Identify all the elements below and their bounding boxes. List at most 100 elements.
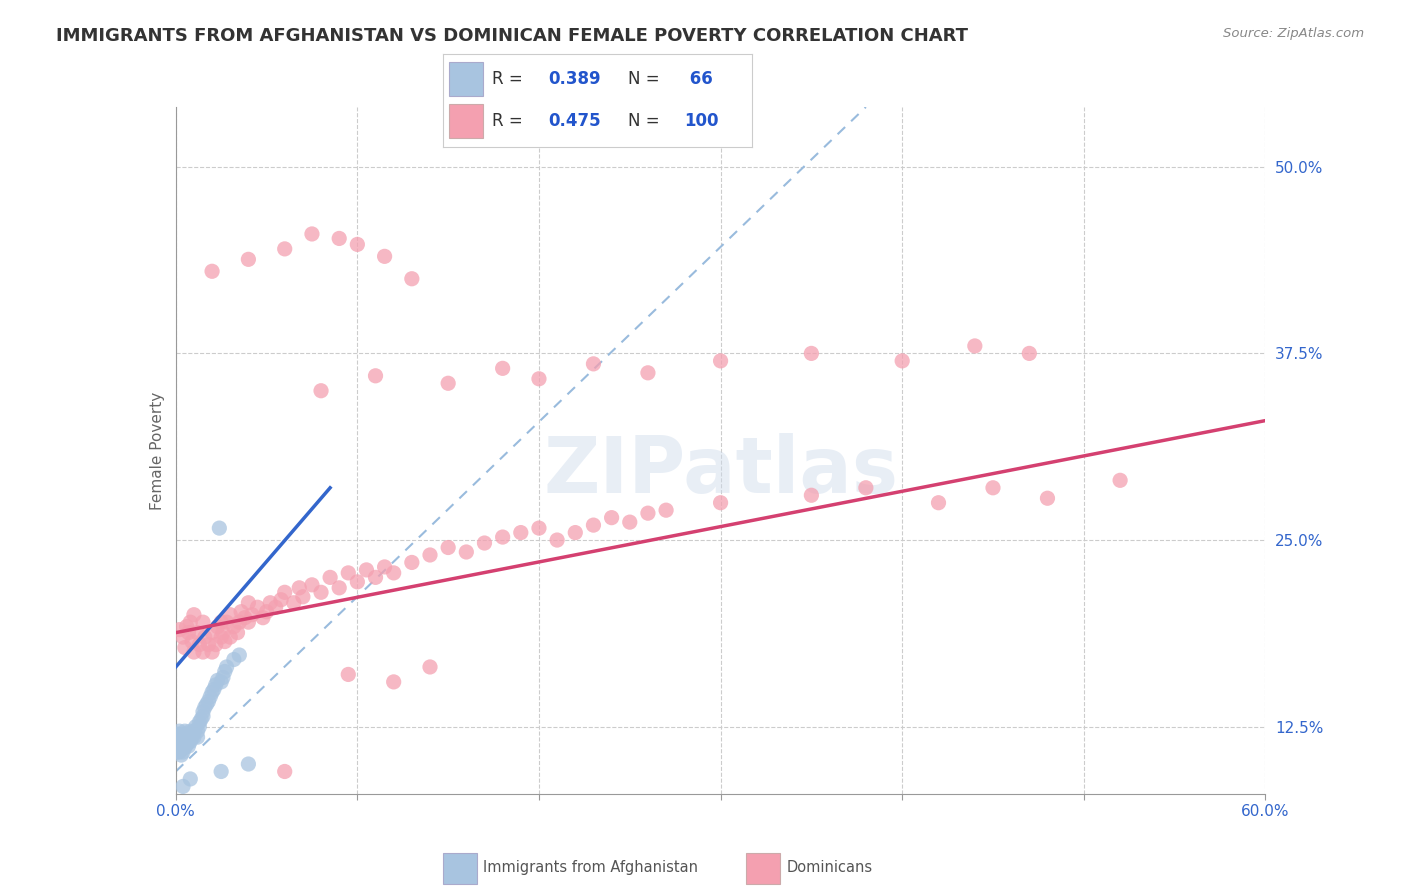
Point [437,541,460,555]
Point [169,623,191,637]
Point [456,545,478,559]
Point [176,738,198,752]
Point [208,521,231,535]
Point [173,736,195,750]
Point [419,548,441,562]
Point [226,625,249,640]
Point [219,630,242,644]
Point [337,566,360,580]
Point [166,730,188,744]
Point [238,757,260,772]
Point [170,747,193,762]
Point [219,607,242,622]
Point [169,724,191,739]
Point [200,690,222,704]
Point [963,339,986,353]
Point [346,237,368,252]
Point [201,625,224,640]
Point [655,503,678,517]
Point [183,607,205,622]
Point [173,730,195,744]
Point [170,734,193,748]
Point [166,739,188,753]
Point [209,674,232,689]
Point [172,745,194,759]
Point [419,660,441,674]
Point [194,630,217,644]
Point [527,372,550,386]
Point [195,698,218,712]
Point [256,605,278,619]
Point [238,252,260,267]
Point [252,610,274,624]
Point [209,615,232,630]
Point [177,730,200,744]
Point [328,231,350,245]
Point [364,368,387,383]
Point [177,727,200,741]
Point [222,652,245,666]
FancyBboxPatch shape [449,62,484,95]
Point [637,506,659,520]
Point [710,354,733,368]
Point [181,727,204,741]
Point [183,645,205,659]
Point [202,682,225,697]
Point [891,354,914,368]
FancyBboxPatch shape [443,853,477,884]
Text: Source: ZipAtlas.com: Source: ZipAtlas.com [1223,27,1364,40]
Point [492,361,515,376]
Point [319,570,342,584]
Point [177,739,200,753]
Point [186,724,209,739]
Point [264,600,287,615]
FancyBboxPatch shape [747,853,780,884]
Point [169,729,191,743]
Point [228,615,250,630]
Point [197,694,219,708]
Text: 100: 100 [685,112,718,130]
Point [328,581,350,595]
Point [214,665,236,679]
Text: 0.389: 0.389 [548,70,600,87]
Point [204,678,226,692]
Point [274,585,297,599]
Point [492,530,515,544]
Point [564,525,586,540]
Text: R =: R = [492,70,529,87]
Point [173,640,195,655]
Point [191,645,214,659]
Point [215,660,238,674]
Point [301,578,323,592]
Point [309,585,332,599]
Point [382,566,405,580]
Point [173,740,195,755]
Point [179,724,201,739]
Point [188,720,211,734]
Point [170,742,193,756]
Text: ZIPatlas: ZIPatlas [543,433,898,509]
Point [259,596,281,610]
Point [204,638,226,652]
Point [928,496,950,510]
Point [172,727,194,741]
Point [181,730,204,744]
Point [172,738,194,752]
Point [233,610,256,624]
Point [191,709,214,723]
Point [166,734,188,748]
Point [274,242,297,256]
Point [176,727,198,741]
Point [172,733,194,747]
Point [228,648,250,662]
Point [166,745,188,759]
Point [170,739,193,753]
Point [215,615,238,630]
Point [710,496,733,510]
Point [270,592,292,607]
Point [179,730,201,744]
Point [173,724,195,739]
Point [288,581,311,595]
Point [191,615,214,630]
Text: Dominicans: Dominicans [786,860,873,875]
